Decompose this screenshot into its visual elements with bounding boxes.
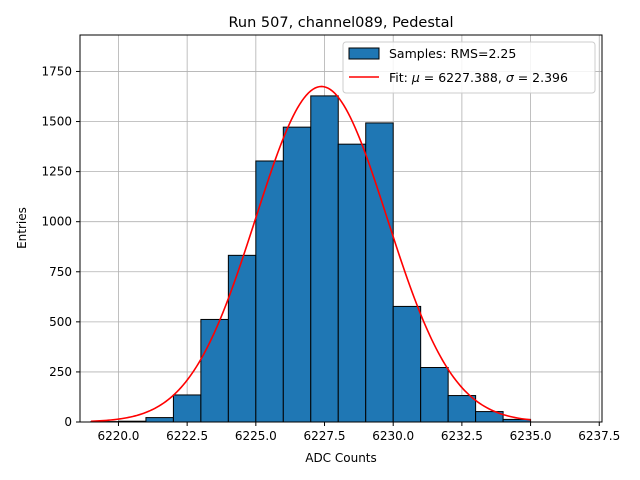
y-tick-label-2: 500 xyxy=(49,315,72,329)
histogram-bar-4 xyxy=(200,318,229,423)
plot-frame xyxy=(79,34,603,423)
x-tick-label-7: 6237.5 xyxy=(578,429,620,443)
histogram-bar-10 xyxy=(365,122,394,423)
legend-fit-sigma-symbol: σ xyxy=(506,70,515,85)
y-tick-label-7: 1750 xyxy=(41,64,72,78)
histogram-bar-11 xyxy=(392,305,422,423)
x-tick-label-6: 6235.0 xyxy=(510,429,552,443)
y-tick-label-5: 1250 xyxy=(41,165,72,179)
histogram-bar-5 xyxy=(227,254,257,423)
x-tick-label-2: 6225.0 xyxy=(235,429,277,443)
histogram-bar-12 xyxy=(420,367,449,423)
y-tick-label-1: 250 xyxy=(49,365,72,379)
y-tick-label-3: 750 xyxy=(49,265,72,279)
legend-fit-sigma-value: = 2.396 xyxy=(514,70,568,85)
y-tick-label-6: 1500 xyxy=(41,115,72,129)
legend-samples-swatch xyxy=(348,47,380,60)
legend-samples-label: Samples: RMS=2.25 xyxy=(389,46,516,61)
legend-box xyxy=(342,41,596,94)
x-axis-label: ADC Counts xyxy=(305,451,377,465)
y-tick-label-0: 0 xyxy=(64,415,72,429)
y-axis-ticks: 0 250 500 750 1000 1250 1500 1750 xyxy=(41,64,80,429)
legend-fit-prefix: Fit: xyxy=(389,70,412,85)
x-axis-ticks: 6220.0 6222.5 6225.0 6227.5 6230.0 6232.5 6235… xyxy=(97,422,620,443)
fit-curve xyxy=(90,85,531,423)
y-axis-label: Entries xyxy=(15,207,29,249)
histogram-bar-6 xyxy=(255,160,284,423)
legend-fit-label: Fit: μ = 6227.388, σ = 2.396 xyxy=(389,70,568,85)
x-tick-label-5: 6232.5 xyxy=(441,429,483,443)
histogram-bars xyxy=(90,95,532,423)
y-tick-label-4: 1000 xyxy=(41,215,72,229)
histogram-bar-3 xyxy=(172,394,202,423)
histogram-bar-8 xyxy=(310,95,339,423)
x-tick-label-4: 6230.0 xyxy=(372,429,414,443)
x-tick-label-1: 6222.5 xyxy=(166,429,208,443)
legend-fit-mu-value: = 6227.388, xyxy=(420,70,506,85)
legend: Samples: RMS=2.25 Fit: μ = 6227.388, σ =… xyxy=(342,41,596,94)
legend-fit-mu-symbol: μ xyxy=(411,70,420,85)
histogram-bar-7 xyxy=(282,126,312,423)
histogram-bar-13 xyxy=(447,395,477,423)
x-tick-label-0: 6220.0 xyxy=(97,429,139,443)
x-tick-label-3: 6227.5 xyxy=(304,429,346,443)
histogram-bar-9 xyxy=(337,143,367,423)
histogram-bar-2 xyxy=(145,417,174,423)
chart-title: Run 507, channel089, Pedestal xyxy=(228,15,453,31)
